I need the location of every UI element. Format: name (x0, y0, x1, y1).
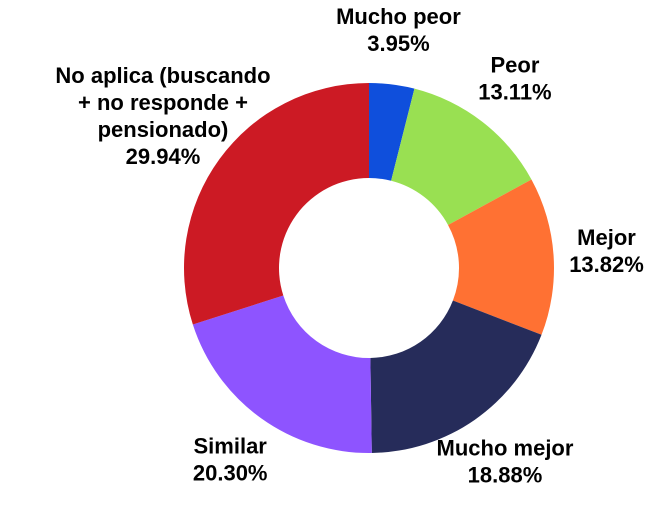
value-label: 3.95% (367, 31, 429, 56)
category-label: Similar (194, 434, 268, 459)
slice-label: No aplica (buscando + no responde + pensio… (55, 63, 270, 169)
donut-slice (183, 83, 369, 325)
value-label: 13.82% (569, 252, 644, 277)
category-label: Peor (490, 52, 539, 77)
category-label: No aplica (buscando + no responde + pensio… (55, 63, 270, 142)
donut-slice (391, 88, 532, 225)
value-label: 20.30% (193, 461, 268, 486)
category-label: Mucho peor (336, 4, 461, 29)
donut-slice (448, 179, 554, 335)
donut-slice (369, 83, 415, 181)
value-label: 29.94% (126, 144, 201, 169)
category-label: Mejor (577, 225, 636, 250)
value-label: 18.88% (468, 463, 543, 488)
donut-slice (370, 300, 542, 453)
category-label: Mucho mejor (437, 436, 574, 461)
value-label: 13.11% (478, 79, 551, 104)
donut-slice (192, 295, 372, 453)
